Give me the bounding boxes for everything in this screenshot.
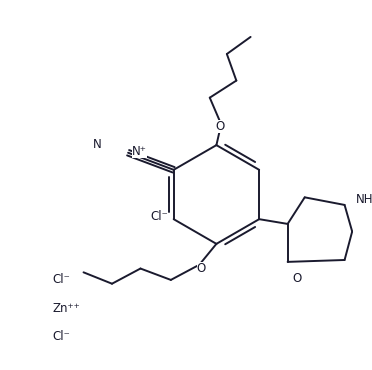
Text: Cl⁻: Cl⁻	[52, 273, 70, 286]
Text: NH: NH	[356, 193, 372, 206]
Text: N⁺: N⁺	[132, 145, 147, 158]
Text: Cl⁻: Cl⁻	[52, 330, 70, 343]
Text: Zn⁺⁺: Zn⁺⁺	[52, 302, 80, 315]
Text: N: N	[93, 138, 102, 151]
Text: O: O	[216, 120, 225, 133]
Text: O: O	[292, 272, 302, 286]
Text: Cl⁻: Cl⁻	[150, 210, 168, 223]
Text: O: O	[196, 262, 206, 275]
